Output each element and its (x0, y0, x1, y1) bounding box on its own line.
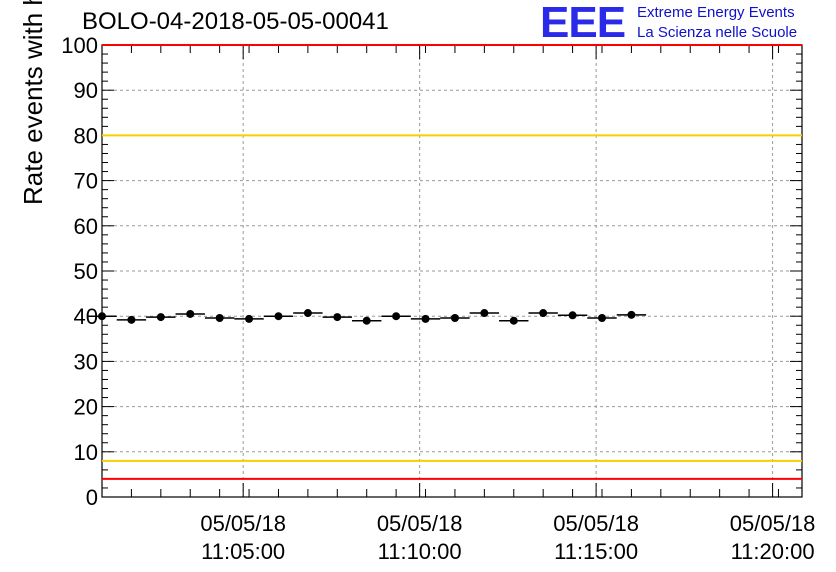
data-point (245, 314, 254, 323)
data-point (156, 313, 165, 322)
data-point (186, 309, 195, 318)
data-point (362, 316, 371, 325)
data-point (127, 315, 136, 324)
data-point (450, 314, 459, 323)
data-point (274, 312, 283, 321)
y-tick-label: 80 (74, 123, 98, 148)
x-tick-label-time: 11:20:00 (731, 539, 815, 564)
y-tick-label: 60 (74, 214, 98, 239)
y-tick-label: 0 (86, 485, 98, 510)
data-point (539, 309, 548, 318)
x-tick-label-time: 11:10:00 (378, 539, 462, 564)
y-tick-label: 20 (74, 395, 98, 420)
y-tick-label: 70 (74, 169, 98, 194)
y-tick-label: 30 (74, 349, 98, 374)
x-tick-label-date: 05/05/18 (200, 511, 286, 536)
eee-logo: EEE (540, 0, 626, 47)
x-tick-label-date: 05/05/18 (553, 511, 639, 536)
x-tick-label-time: 11:15:00 (554, 539, 638, 564)
y-tick-label: 90 (74, 78, 98, 103)
logo-line-1: Extreme Energy Events (637, 4, 795, 21)
data-point (480, 309, 489, 318)
data-point (568, 311, 577, 320)
x-tick-label-date: 05/05/18 (730, 511, 816, 536)
data-point (598, 314, 606, 323)
y-tick-label: 100 (61, 33, 98, 58)
chart-title: BOLO-04-2018-05-05-00041 (82, 8, 389, 35)
data-point (333, 313, 342, 322)
x-tick-label-date: 05/05/18 (377, 511, 463, 536)
y-tick-label: 50 (74, 259, 98, 284)
logo-caption: Extreme Energy Events La Scienza nelle S… (637, 3, 797, 43)
data-point (627, 310, 636, 319)
data-point (509, 316, 518, 325)
data-point (421, 314, 430, 323)
y-tick-label: 10 (74, 440, 98, 465)
data-point (303, 309, 312, 318)
data-point (98, 312, 106, 321)
x-tick-label-time: 11:05:00 (201, 539, 285, 564)
data-point (392, 312, 401, 321)
data-point (215, 314, 224, 323)
logo-line-2: La Scienza nelle Scuole (637, 24, 798, 41)
